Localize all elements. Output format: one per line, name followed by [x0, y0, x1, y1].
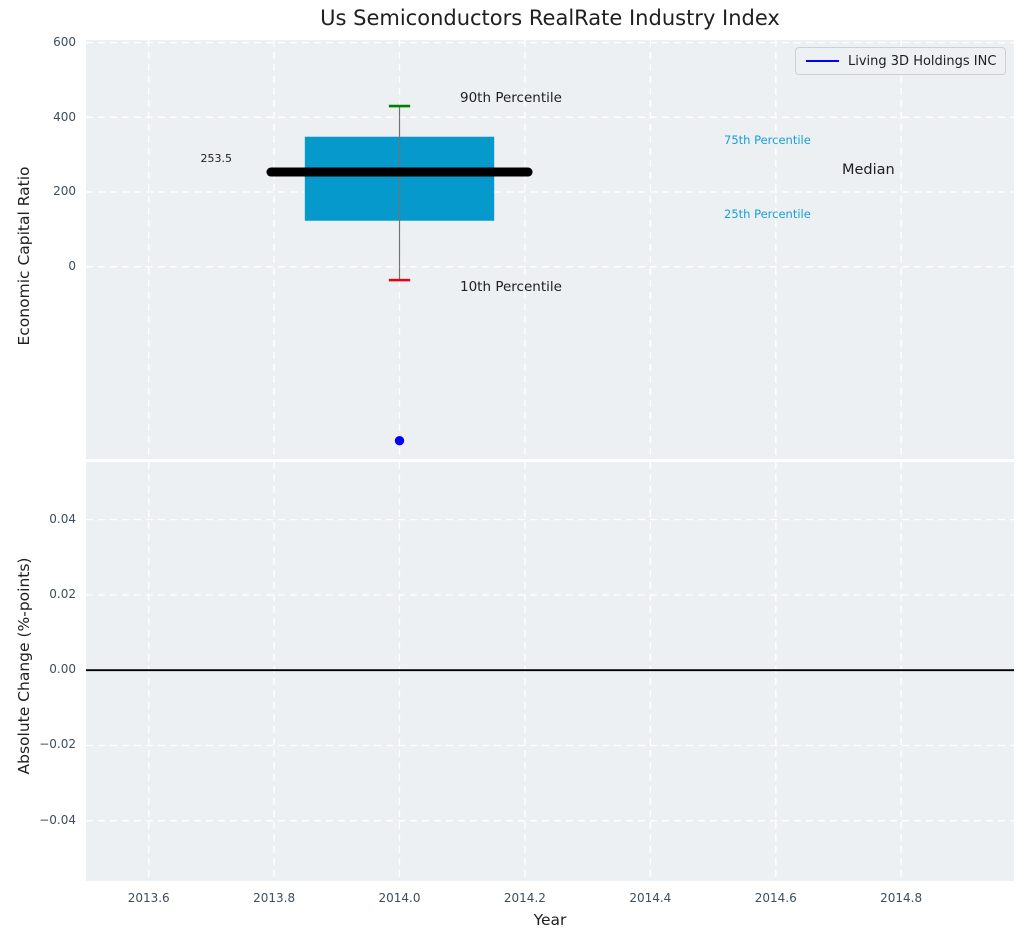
y-tick-label: −0.04 [39, 812, 76, 827]
company-data-point [394, 436, 405, 446]
legend-label: Living 3D Holdings INC [848, 53, 997, 69]
subplot-absolute-change [86, 461, 1014, 881]
annotation-10th-percentile: 10th Percentile [460, 279, 562, 295]
y-tick-label: 400 [53, 109, 76, 124]
x-tick-label: 2014.4 [629, 891, 672, 905]
y-tick-label: −0.02 [39, 737, 76, 752]
y-tick-label: 0.00 [49, 662, 76, 677]
x-tick-label: 2014.2 [503, 891, 546, 905]
x-tick-label: 2013.6 [127, 891, 170, 905]
legend-line-sample [806, 60, 839, 62]
x-tick-label: 2014.0 [378, 891, 421, 905]
y-tick-label: 200 [53, 184, 76, 199]
annotation-90th-percentile: 90th Percentile [460, 90, 562, 106]
median-value-label: 253.5 [200, 152, 233, 165]
x-tick-label: 2013.8 [253, 891, 296, 905]
legend: Living 3D Holdings INC [795, 47, 1006, 75]
y-tick-label: 600 [53, 35, 76, 50]
plot-area-svg [86, 40, 1014, 459]
x-axis-label: Year [533, 911, 567, 929]
annotation-25th-percentile: 25th Percentile [724, 207, 811, 221]
subplot-economic-capital-ratio [86, 40, 1014, 459]
y-tick-label: 0.04 [49, 511, 76, 526]
chart-title: Us Semiconductors RealRate Industry Inde… [320, 6, 780, 30]
plot-area-svg [86, 461, 1014, 881]
annotation-median: Median [842, 162, 895, 178]
x-tick-label: 2014.8 [880, 891, 923, 905]
annotation-75th-percentile: 75th Percentile [724, 133, 811, 147]
y-tick-label: 0.02 [49, 586, 76, 601]
y-tick-label: 0 [68, 259, 76, 274]
x-tick-label: 2014.6 [754, 891, 797, 905]
